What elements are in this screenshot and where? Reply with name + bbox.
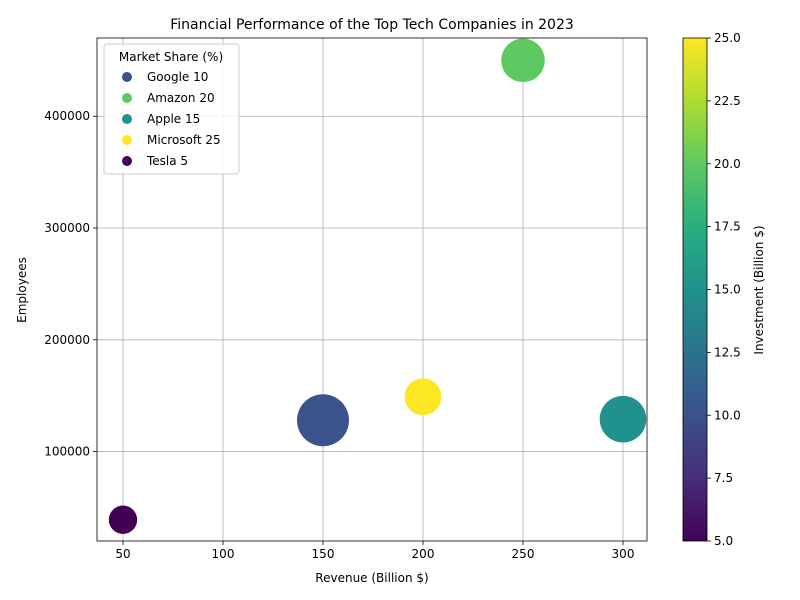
colorbar-ticks: 5.0 7.5 10.0 12.5 15.0 17.5 20.0 22.5 25.0 [707, 31, 741, 548]
legend-items: Google 10 Amazon 20 Apple 15 Microsoft 25 Te… [122, 70, 221, 168]
colorbar-tick-label: 10.0 [714, 408, 741, 422]
legend-marker-apple [122, 114, 132, 124]
colorbar-tick-label: 12.5 [714, 345, 741, 359]
y-axis-label: Employees [15, 257, 29, 323]
x-axis-label: Revenue (Billion $) [315, 571, 428, 585]
colorbar-tick-label: 5.0 [714, 534, 733, 548]
data-points [108, 38, 647, 534]
colorbar-tick-label: 20.0 [714, 157, 741, 171]
colorbar [682, 37, 708, 542]
point-amazon [501, 38, 545, 83]
legend-box [103, 43, 240, 175]
x-tick-label: 250 [512, 547, 535, 561]
legend-marker-google [122, 72, 132, 82]
x-axis-ticks: 50 100 150 200 250 300 [115, 541, 634, 561]
colorbar-tick-label: 22.5 [714, 94, 741, 108]
x-tick-label: 150 [312, 547, 335, 561]
colorbar-label: Investment (Billion $) [752, 225, 766, 354]
colorbar-tick-label: 15.0 [714, 283, 741, 297]
legend: Market Share (%) Google 10 Amazon 20 Apple… [103, 43, 240, 175]
y-tick-label: 100000 [44, 445, 90, 459]
y-tick-label: 200000 [44, 333, 90, 347]
plot-frame [96, 37, 648, 542]
legend-marker-tesla [122, 156, 132, 166]
x-tick-label: 300 [612, 547, 635, 561]
point-google [297, 394, 349, 447]
x-tick-label: 100 [212, 547, 235, 561]
y-axis-ticks: 100000 200000 300000 400000 [44, 109, 97, 459]
colorbar-tick-label: 17.5 [714, 220, 741, 234]
legend-title: Market Share (%) [119, 50, 223, 64]
x-tick-label: 50 [115, 547, 130, 561]
colorbar-tick-label: 25.0 [714, 31, 741, 45]
legend-label-apple: Apple 15 [147, 112, 200, 126]
legend-marker-microsoft [122, 135, 132, 145]
point-microsoft [404, 378, 442, 416]
legend-label-tesla: Tesla 5 [146, 154, 188, 168]
y-tick-label: 400000 [44, 109, 90, 123]
chart-title: Financial Performance of the Top Tech Co… [170, 17, 574, 33]
x-tick-label: 200 [412, 547, 435, 561]
point-tesla [108, 505, 138, 534]
y-tick-label: 300000 [44, 221, 90, 235]
legend-label-google: Google 10 [147, 70, 208, 84]
legend-label-microsoft: Microsoft 25 [147, 133, 221, 147]
colorbar-tick-label: 7.5 [714, 471, 733, 485]
point-apple [599, 395, 647, 443]
legend-marker-amazon [122, 93, 132, 103]
legend-label-amazon: Amazon 20 [147, 91, 215, 105]
